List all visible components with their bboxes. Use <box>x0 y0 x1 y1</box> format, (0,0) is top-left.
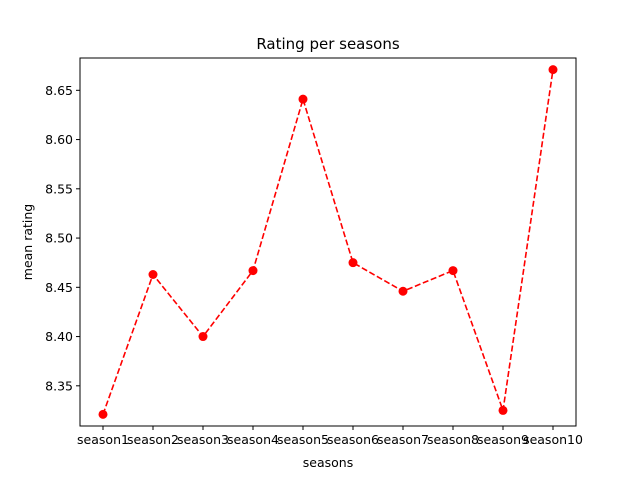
plot-frame <box>79 57 577 427</box>
x-tick-label: season9 <box>477 432 529 447</box>
x-tick-label: season3 <box>177 432 229 447</box>
data-point <box>348 258 358 268</box>
data-point <box>398 286 408 296</box>
y-axis-ticks: 8.35 8.40 8.45 8.50 8.55 8.60 8.65 <box>45 83 80 393</box>
x-tick-label: season2 <box>127 432 179 447</box>
x-tick-label: season1 <box>77 432 129 447</box>
x-tick-label: season10 <box>523 432 583 447</box>
data-point <box>148 270 158 280</box>
y-tick-label: 8.55 <box>45 181 73 196</box>
x-tick-label: season4 <box>227 432 279 447</box>
y-tick-label: 8.40 <box>45 329 73 344</box>
data-point <box>298 94 308 104</box>
y-tick-label: 8.50 <box>45 231 73 246</box>
data-point <box>248 266 258 276</box>
series-line <box>102 69 554 415</box>
y-tick-label: 8.35 <box>45 378 73 393</box>
x-axis-ticks: season1season2season3season4season5seaso… <box>77 426 583 447</box>
x-tick-label: season6 <box>327 432 379 447</box>
x-axis-label: seasons <box>303 455 353 470</box>
chart-title: Rating per seasons <box>256 35 400 53</box>
data-point <box>548 65 558 75</box>
data-point <box>98 409 108 419</box>
y-tick-label: 8.45 <box>45 280 73 295</box>
y-axis-label: mean rating <box>20 204 35 280</box>
y-tick-label: 8.60 <box>45 132 73 147</box>
x-tick-label: season7 <box>377 432 429 447</box>
x-tick-label: season5 <box>277 432 329 447</box>
series-layer <box>98 65 558 419</box>
data-point <box>498 405 508 415</box>
data-point <box>198 332 208 342</box>
y-tick-label: 8.65 <box>45 83 73 98</box>
data-point <box>448 266 458 276</box>
x-tick-label: season8 <box>427 432 479 447</box>
